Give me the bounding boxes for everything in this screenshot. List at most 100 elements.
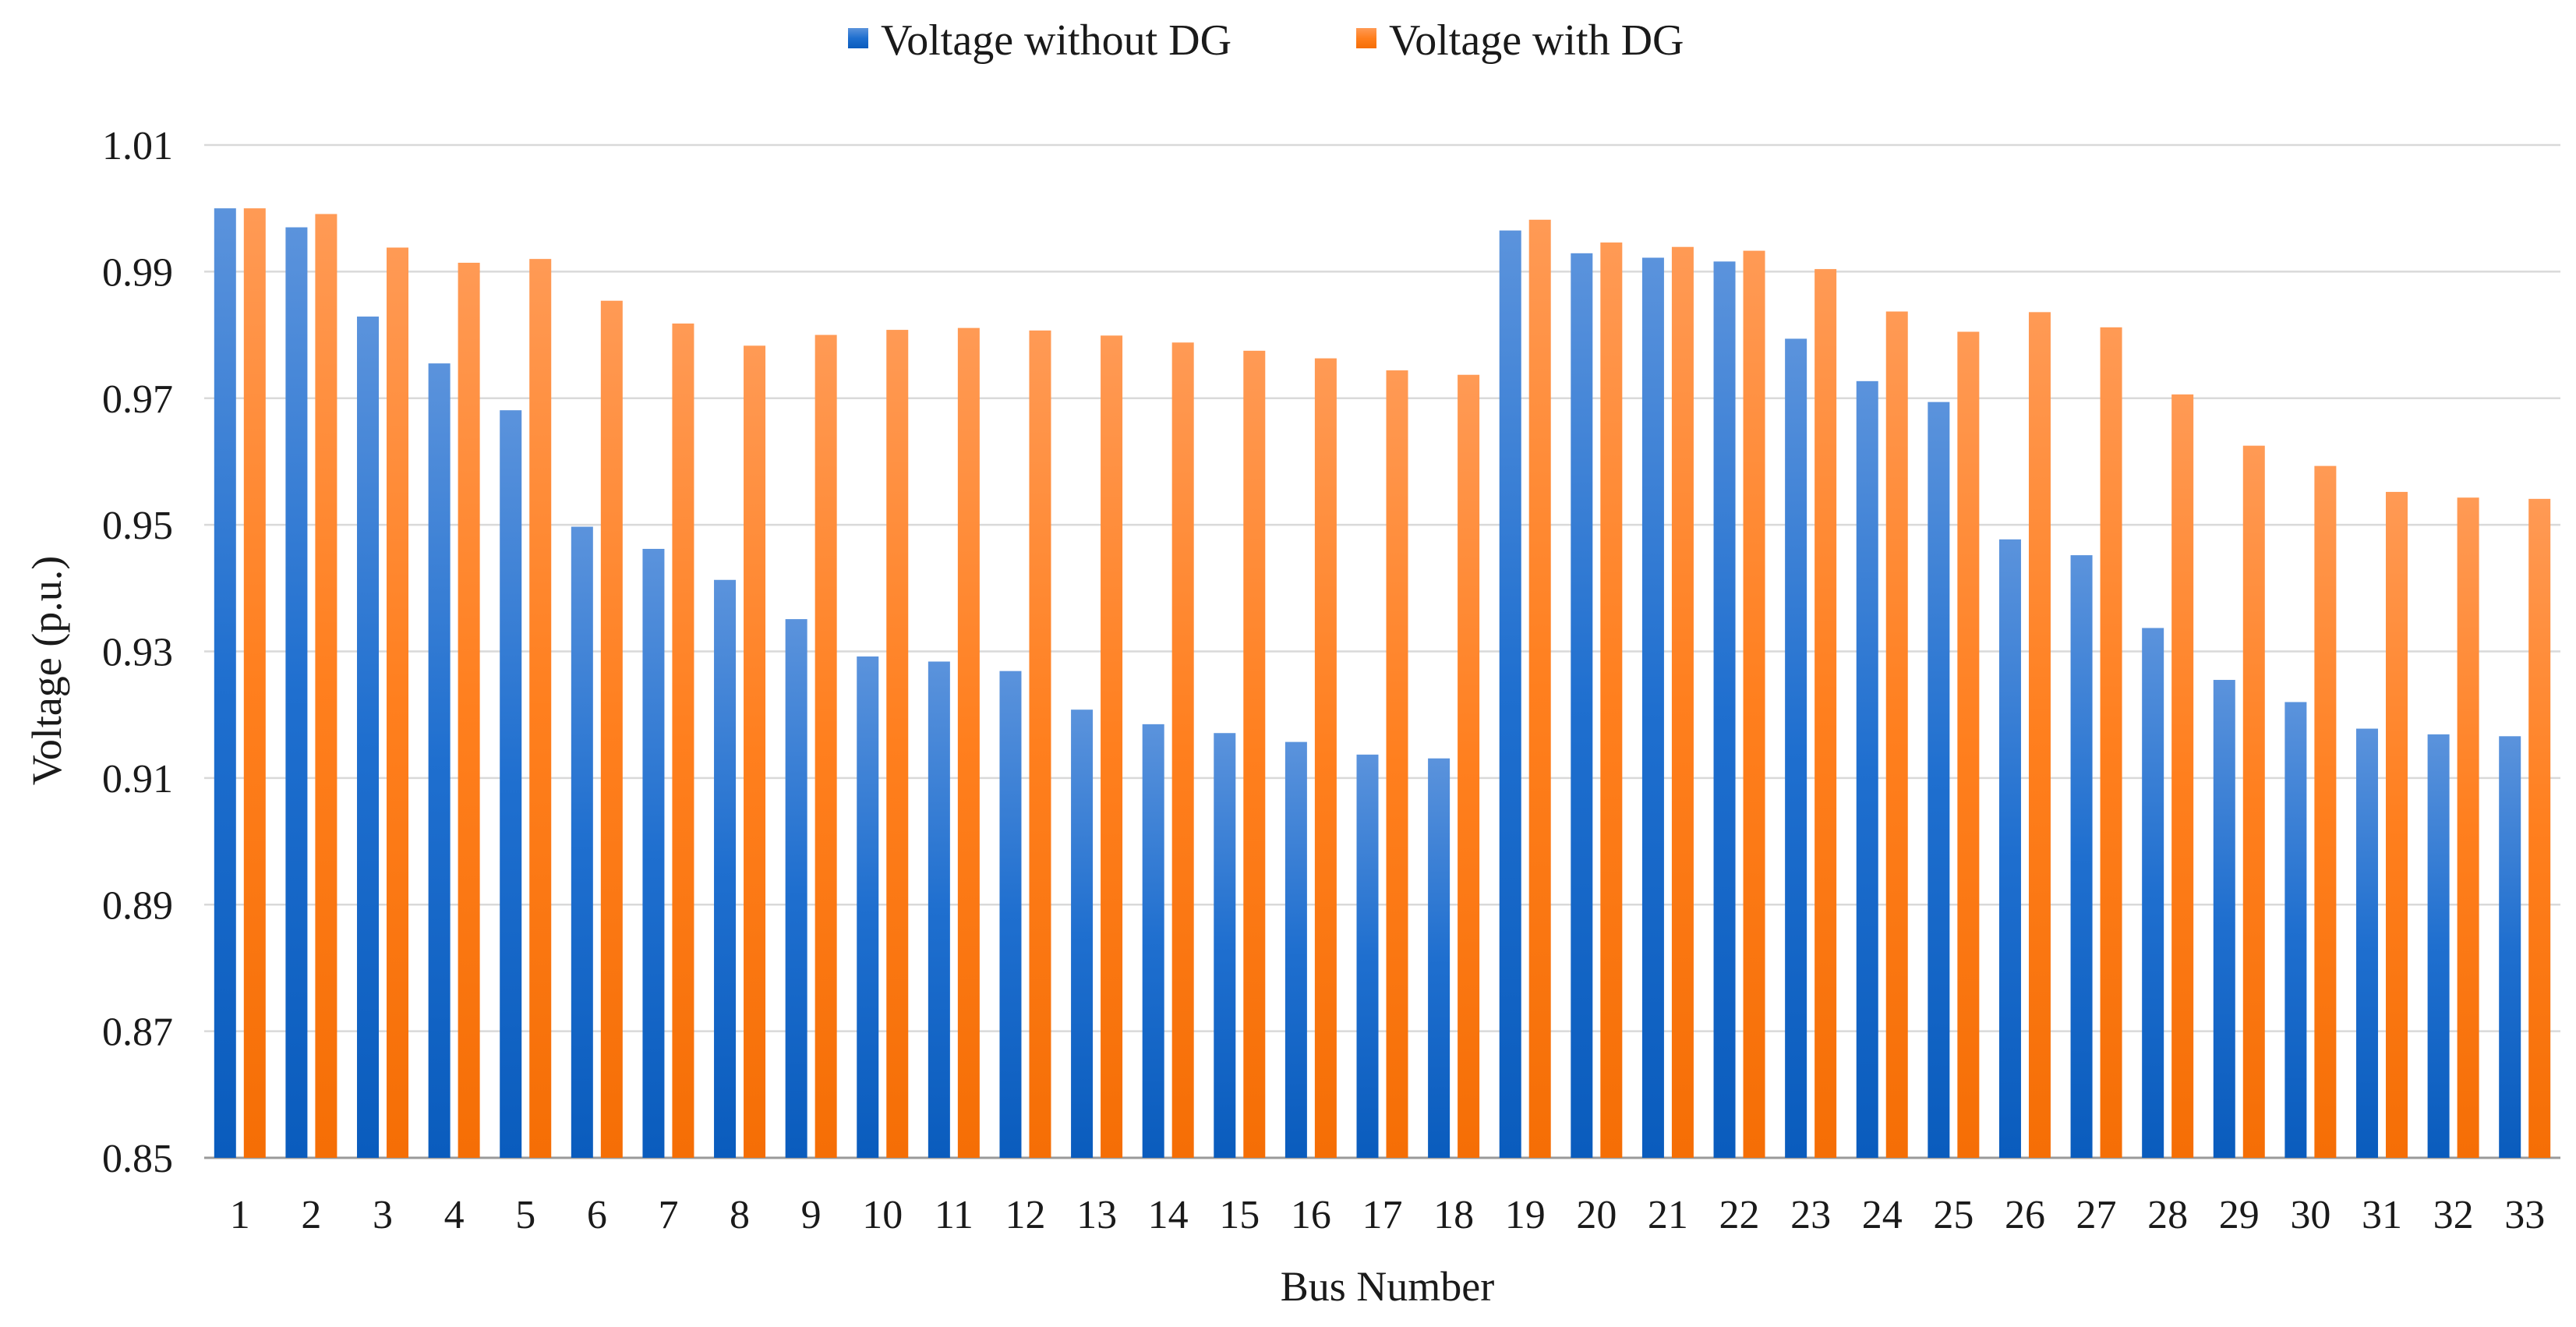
bar-without-dg[interactable] [999, 671, 1022, 1158]
bar-without-dg[interactable] [357, 317, 380, 1159]
x-tick-label: 6 [587, 1193, 607, 1237]
x-tick-label: 16 [1291, 1193, 1331, 1237]
bar-with-dg[interactable] [744, 345, 766, 1158]
x-tick-label: 23 [1790, 1193, 1831, 1237]
bar-without-dg[interactable] [2427, 734, 2450, 1158]
x-tick-label: 20 [1576, 1193, 1617, 1237]
bar-with-dg[interactable] [529, 259, 552, 1159]
bar-without-dg[interactable] [1713, 261, 1736, 1158]
bar-with-dg[interactable] [2100, 327, 2122, 1158]
bar-with-dg[interactable] [1386, 370, 1408, 1159]
bar-with-dg[interactable] [387, 247, 409, 1159]
legend-label-without-dg: Voltage without DG [881, 16, 1231, 65]
x-tick-label: 21 [1648, 1193, 1688, 1237]
bar-with-dg[interactable] [1528, 219, 1551, 1158]
bar-without-dg[interactable] [928, 661, 950, 1158]
bar-without-dg[interactable] [2284, 702, 2307, 1158]
x-tick-label: 13 [1076, 1193, 1117, 1237]
bar-without-dg[interactable] [428, 363, 451, 1158]
legend-swatch-without-dg [848, 28, 868, 48]
x-tick-label: 3 [373, 1193, 393, 1237]
x-tick-label: 31 [2362, 1193, 2402, 1237]
bar-with-dg[interactable] [1743, 250, 1765, 1158]
y-tick-label: 1.01 [102, 124, 173, 168]
bar-with-dg[interactable] [2028, 312, 2051, 1159]
bar-with-dg[interactable] [2385, 491, 2408, 1158]
x-tick-label: 25 [1933, 1193, 1974, 1237]
legend-item-without-dg[interactable]: Voltage without DG [848, 16, 1231, 65]
bar-without-dg[interactable] [214, 208, 236, 1158]
bar-with-dg[interactable] [243, 208, 266, 1158]
legend-item-with-dg[interactable]: Voltage with DG [1356, 16, 1684, 65]
bar-without-dg[interactable] [714, 579, 737, 1158]
y-tick-label: 0.97 [102, 377, 173, 422]
bar-with-dg[interactable] [2242, 445, 2265, 1158]
bar-with-dg[interactable] [1171, 342, 1194, 1159]
x-tick-label: 9 [801, 1193, 822, 1237]
x-tick-label: 1 [230, 1193, 250, 1237]
bar-without-dg[interactable] [642, 548, 665, 1158]
x-tick-label: 2 [301, 1193, 321, 1237]
bar-without-dg[interactable] [500, 410, 522, 1158]
bar-with-dg[interactable] [957, 327, 980, 1159]
bar-without-dg[interactable] [2070, 555, 2093, 1158]
bar-without-dg[interactable] [2213, 680, 2235, 1158]
bar-without-dg[interactable] [2142, 628, 2164, 1158]
bar-with-dg[interactable] [1957, 331, 1980, 1158]
bar-with-dg[interactable] [1314, 358, 1337, 1159]
bar-without-dg[interactable] [1785, 338, 1807, 1159]
bar-with-dg[interactable] [1671, 246, 1694, 1158]
bar-with-dg[interactable] [1458, 374, 1480, 1158]
bar-without-dg[interactable] [1071, 710, 1094, 1158]
bar-with-dg[interactable] [672, 323, 694, 1159]
bar-with-dg[interactable] [458, 263, 480, 1158]
y-tick-label: 0.87 [102, 1010, 173, 1055]
x-tick-label: 7 [658, 1193, 678, 1237]
bar-without-dg[interactable] [1142, 724, 1164, 1158]
x-tick-label: 22 [1719, 1193, 1760, 1237]
bar-without-dg[interactable] [1428, 758, 1451, 1158]
gridlines [204, 143, 2560, 1159]
bar-with-dg[interactable] [1101, 335, 1123, 1158]
bar-with-dg[interactable] [315, 214, 337, 1158]
bar-with-dg[interactable] [2171, 394, 2194, 1158]
bar-without-dg[interactable] [1641, 257, 1664, 1158]
bar-with-dg[interactable] [2528, 498, 2551, 1158]
bar-with-dg[interactable] [2457, 497, 2479, 1158]
y-tick-label: 0.99 [102, 250, 173, 295]
bar-without-dg[interactable] [1284, 741, 1307, 1158]
x-axis-ticks: 1 2 3 4 5 6 7 8 9 10 11 12 13 14 15 16 17 18 19 20 21 22 23 24 2… [230, 1193, 2545, 1237]
y-axis-title: Voltage (p.u.) [23, 556, 70, 785]
bar-without-dg[interactable] [1356, 754, 1379, 1158]
bar-with-dg[interactable] [2314, 465, 2337, 1158]
bar-with-dg[interactable] [886, 330, 909, 1158]
y-tick-label: 0.89 [102, 883, 173, 928]
bar-without-dg[interactable] [2355, 728, 2378, 1158]
bar-with-dg[interactable] [1885, 311, 1908, 1158]
bar-without-dg[interactable] [1214, 733, 1236, 1158]
bar-with-dg[interactable] [1243, 350, 1266, 1158]
bar-without-dg[interactable] [1499, 230, 1521, 1158]
bar-with-dg[interactable] [600, 300, 623, 1159]
bar-without-dg[interactable] [1856, 380, 1878, 1159]
bar-with-dg[interactable] [1815, 269, 1837, 1159]
x-tick-label: 15 [1219, 1193, 1260, 1237]
bar-with-dg[interactable] [1600, 242, 1623, 1158]
x-tick-label: 33 [2504, 1193, 2545, 1237]
bar-without-dg[interactable] [1998, 539, 2021, 1158]
bar-without-dg[interactable] [1571, 253, 1593, 1159]
bar-without-dg[interactable] [285, 227, 308, 1159]
x-tick-label: 32 [2433, 1193, 2474, 1237]
x-tick-label: 30 [2290, 1193, 2330, 1237]
y-tick-label: 0.91 [102, 757, 173, 802]
bar-without-dg[interactable] [857, 656, 879, 1158]
bar-without-dg[interactable] [2499, 736, 2521, 1158]
bar-without-dg[interactable] [785, 619, 807, 1158]
bar-without-dg[interactable] [1928, 402, 1950, 1158]
bar-with-dg[interactable] [1029, 330, 1051, 1158]
bar-with-dg[interactable] [814, 334, 837, 1158]
x-tick-label: 11 [935, 1193, 974, 1237]
bar-without-dg[interactable] [571, 526, 593, 1158]
x-tick-label: 5 [515, 1193, 535, 1237]
